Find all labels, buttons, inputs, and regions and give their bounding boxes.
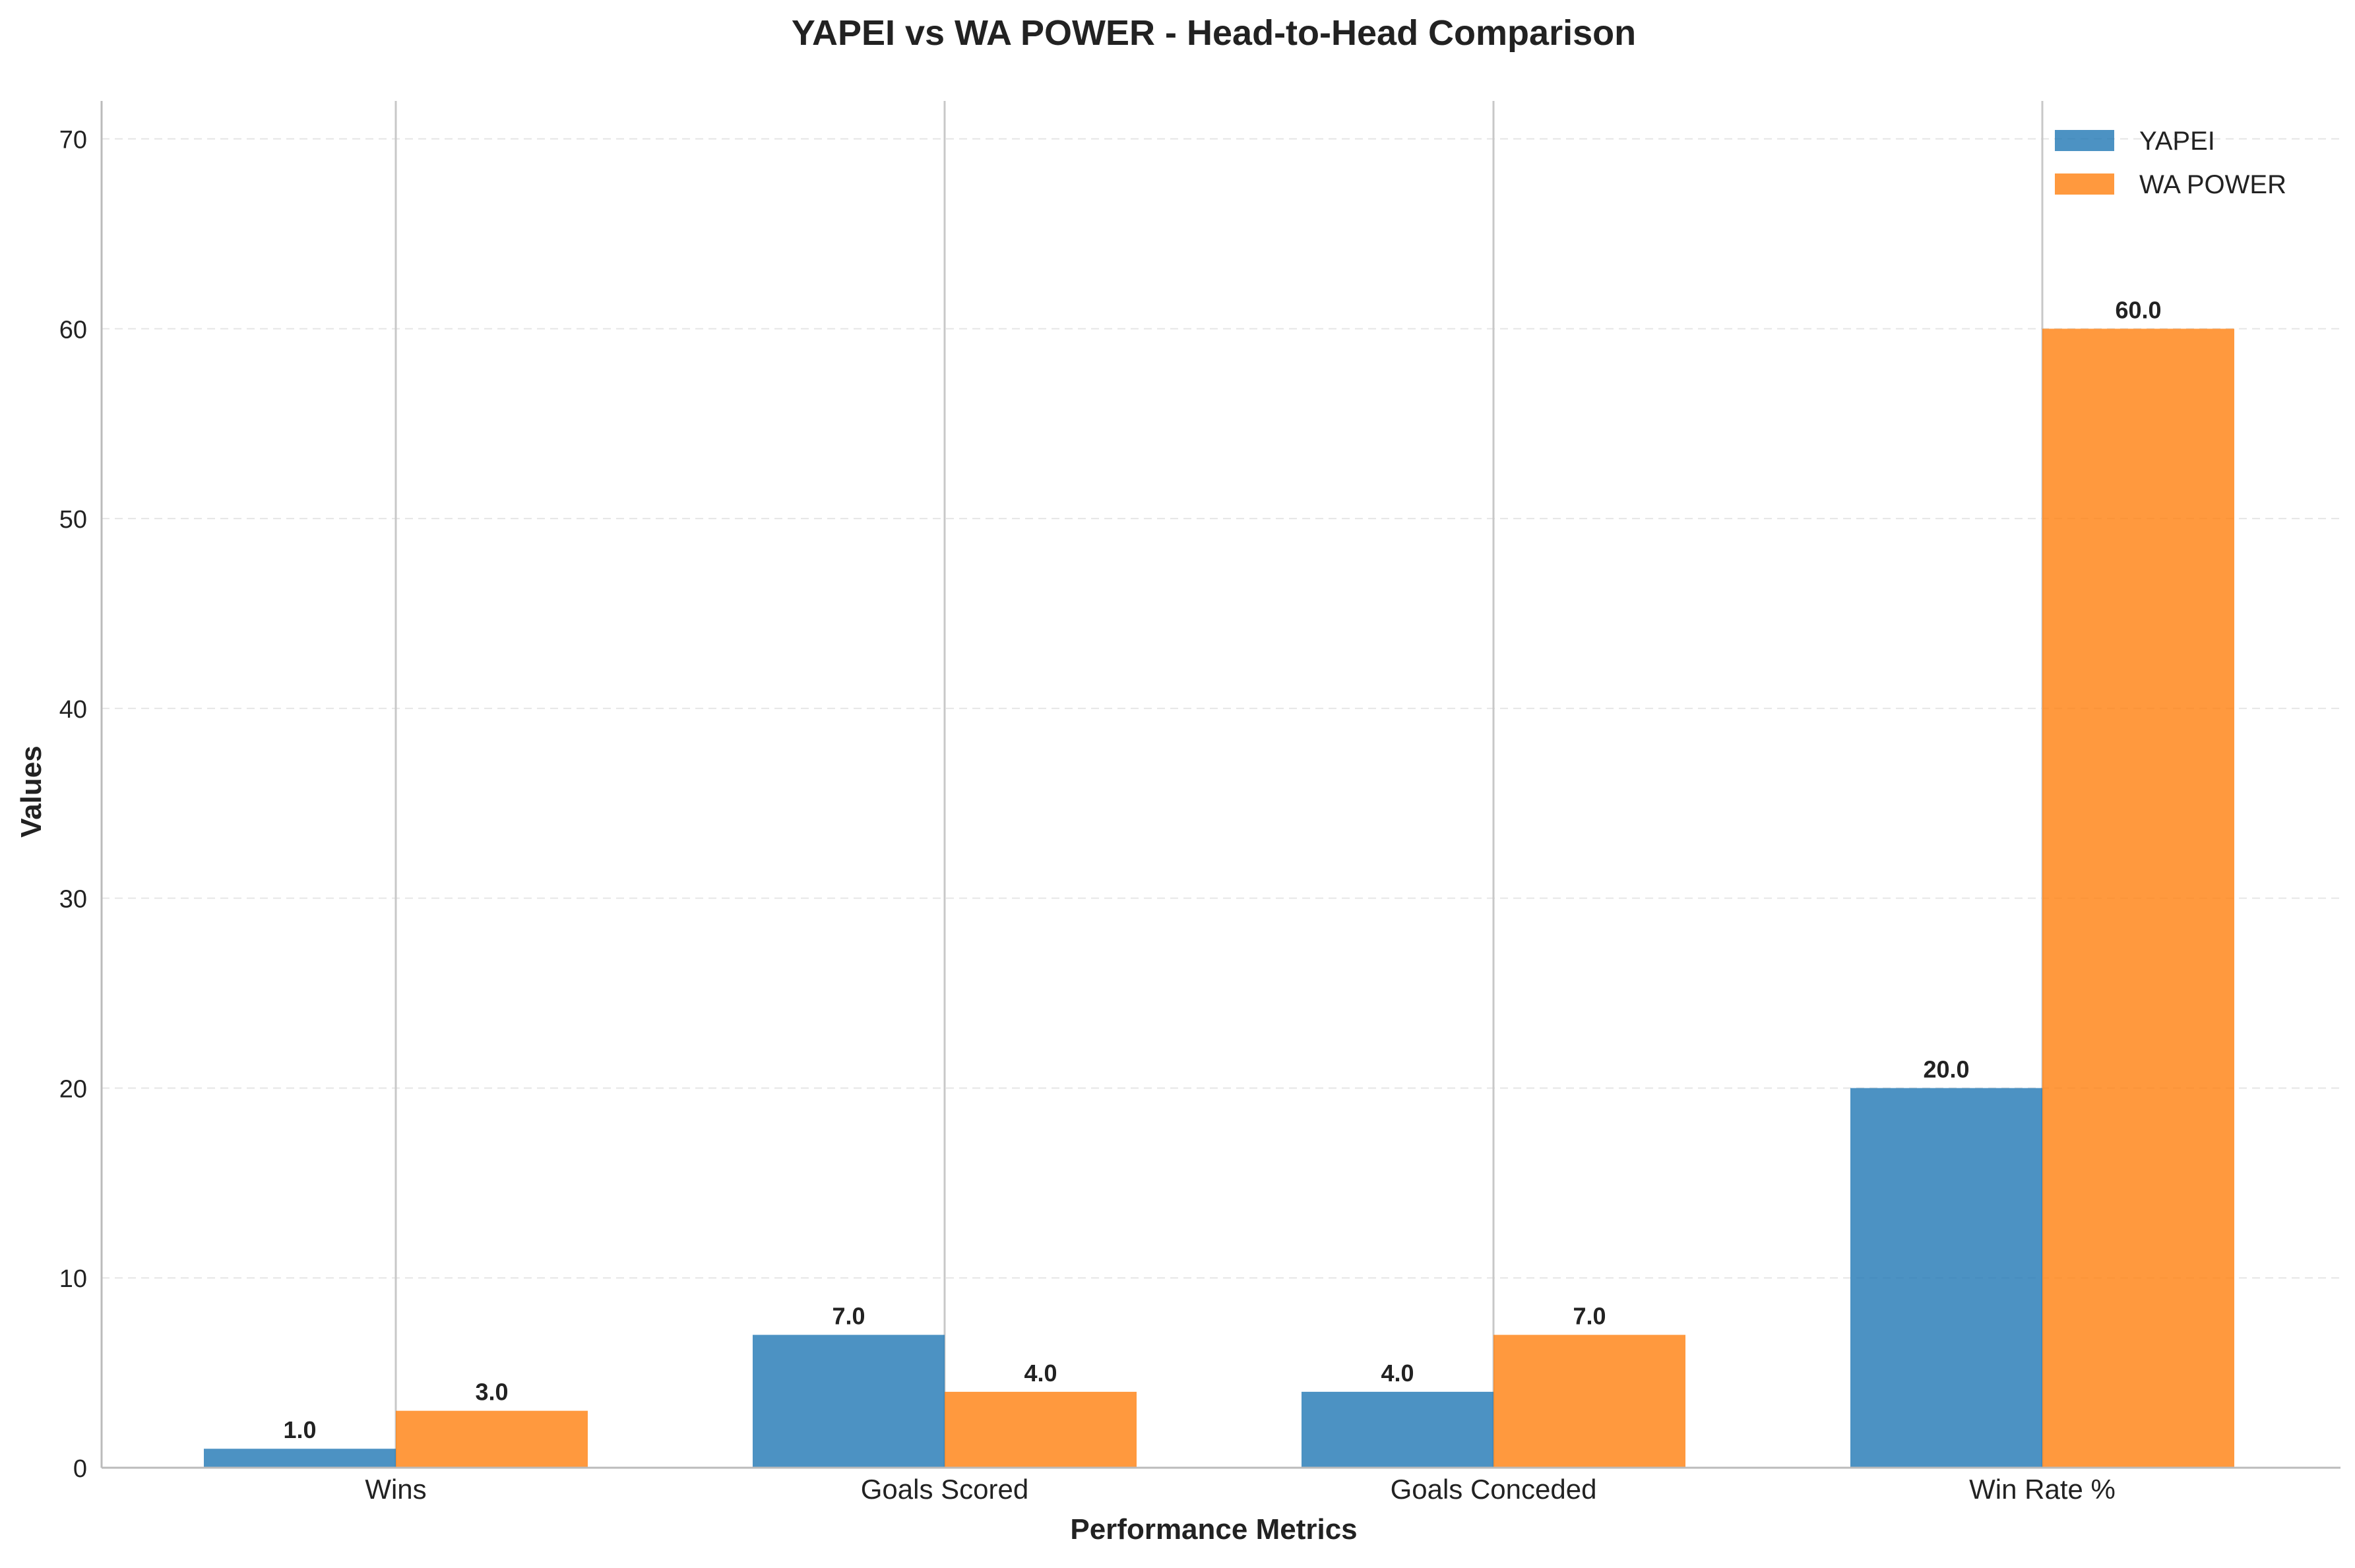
- y-tick-label-0: 0: [73, 1455, 87, 1483]
- x-tick-label-3: Win Rate %: [1969, 1474, 2116, 1505]
- chart-title: YAPEI vs WA POWER - Head-to-Head Compari…: [792, 13, 1636, 53]
- legend-swatch-0: [2055, 130, 2114, 151]
- bar-wa-power-3: [2042, 329, 2234, 1468]
- bar-yapei-3: [1850, 1088, 2042, 1468]
- axes-layer: [100, 101, 2340, 1469]
- y-tick-label-70: 70: [59, 127, 87, 154]
- tick-labels-layer: 0 10 20 30 40 50 60 70 Wins Goals Scored Goals Con…: [59, 127, 2116, 1505]
- value-label-1-0: 3.0: [475, 1379, 508, 1406]
- y-tick-label-40: 40: [59, 696, 87, 724]
- y-tick-label-10: 10: [59, 1265, 87, 1293]
- x-tick-label-0: Wins: [365, 1474, 426, 1505]
- legend-label-0: YAPEI: [2139, 127, 2215, 156]
- y-tick-label-50: 50: [59, 506, 87, 534]
- value-label-0-1: 7.0: [832, 1303, 865, 1330]
- y-axis-label: Values: [15, 745, 47, 837]
- x-axis-label: Performance Metrics: [1070, 1513, 1357, 1546]
- bars-layer: [204, 329, 2234, 1468]
- bar-yapei-2: [1302, 1391, 1493, 1468]
- x-tick-label-2: Goals Conceded: [1391, 1474, 1597, 1505]
- bar-wa-power-0: [396, 1410, 588, 1468]
- value-label-0-2: 4.0: [1381, 1360, 1414, 1387]
- bar-yapei-0: [204, 1449, 396, 1468]
- y-tick-label-30: 30: [59, 886, 87, 914]
- y-tick-label-20: 20: [59, 1075, 87, 1103]
- value-labels-layer: 1.0 7.0 4.0 20.0 3.0 4.0 7.0 60.0: [283, 296, 2161, 1443]
- value-label-0-0: 1.0: [283, 1416, 316, 1443]
- value-label-0-3: 20.0: [1923, 1055, 1969, 1082]
- legend-swatch-1: [2055, 173, 2114, 195]
- y-tick-label-60: 60: [59, 316, 87, 344]
- x-tick-label-1: Goals Scored: [861, 1474, 1028, 1505]
- bar-wa-power-2: [1493, 1334, 1685, 1468]
- value-label-1-3: 60.0: [2115, 296, 2161, 323]
- bar-yapei-1: [753, 1334, 945, 1468]
- legend-label-1: WA POWER: [2139, 170, 2286, 199]
- value-label-1-1: 4.0: [1024, 1360, 1057, 1387]
- value-label-1-2: 7.0: [1573, 1303, 1606, 1330]
- bar-wa-power-1: [945, 1391, 1137, 1468]
- legend: YAPEI WA POWER: [2055, 127, 2286, 199]
